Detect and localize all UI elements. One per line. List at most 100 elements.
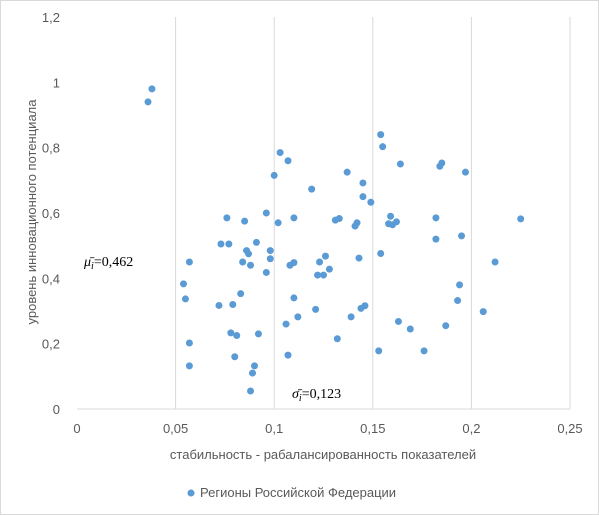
data-point [215,301,223,309]
data-point [316,258,324,266]
data-point [237,290,245,298]
data-point [276,149,284,157]
y-tick-label: 0 [53,402,60,417]
data-point [320,271,327,279]
data-point [361,302,369,310]
data-point [241,217,249,225]
data-point [217,240,225,248]
std-annotation: σ̄i=0,123 [292,387,341,404]
data-point [308,185,316,193]
data-point [282,320,290,328]
data-point [294,313,302,321]
data-point [442,322,450,330]
x-tick-label: 0,25 [557,421,582,436]
x-tick-label: 0,1 [265,421,283,436]
data-point [284,351,292,359]
data-point [247,387,255,395]
x-axis-title: стабильность - рабалансированность показ… [170,447,476,462]
data-point [517,215,525,223]
y-tick-label: 0,8 [42,141,60,156]
y-tick-label: 1,2 [42,10,60,25]
data-point [227,329,235,337]
data-point [249,369,257,377]
data-point [394,317,402,325]
data-point [223,214,231,222]
data-point [239,258,247,266]
x-tick-label: 0,05 [163,421,188,436]
data-point [179,280,187,288]
y-tick-label: 0,4 [42,271,60,286]
data-point [343,168,351,176]
data-point [454,297,462,305]
data-point [355,254,363,262]
data-point [225,240,233,248]
mean-annotation: μ̄i=0,462 [83,255,133,272]
data-point [252,238,260,246]
data-point [491,258,499,266]
data-point [233,332,241,339]
data-point [377,131,385,139]
data-point [250,362,258,370]
data-point [438,159,446,167]
x-tick-labels: 0 0,05 0,1 0,15 0,2 0,25 [73,421,582,436]
data-point [367,198,375,206]
data-point [312,305,320,313]
data-point [359,179,367,187]
data-point [396,160,404,168]
data-point [379,143,387,151]
data-point [266,247,274,255]
data-point [375,347,383,355]
data-point [270,171,278,179]
data-point [321,252,329,260]
data-point [185,258,193,266]
data-point [262,209,270,217]
data-point [274,219,282,227]
data-point [185,362,193,370]
data-point [314,271,322,279]
data-point [456,281,464,289]
y-tick-label: 0,2 [42,337,60,352]
data-point [359,193,367,201]
data-point [290,259,298,267]
x-tick-label: 0,15 [360,421,385,436]
x-tick-label: 0 [73,421,80,436]
data-point [432,214,440,222]
y-tick-labels: 0 0,2 0,4 0,6 0,8 1 1,2 [42,10,60,417]
data-points [144,85,525,395]
data-point [432,235,440,243]
x-tick-label: 0,2 [462,421,480,436]
data-point [245,250,253,258]
legend-label: Регионы Российской Федерации [200,485,396,500]
data-point [420,347,428,355]
data-point [347,313,355,321]
data-point [148,85,156,93]
y-tick-label: 1 [53,75,60,90]
data-point [247,261,255,269]
data-point [377,250,385,258]
data-point [284,157,292,165]
data-point [266,255,274,263]
data-point [335,215,343,223]
data-point [262,268,270,276]
data-point [290,294,298,302]
y-tick-label: 0,6 [42,206,60,221]
legend-marker [187,489,195,497]
data-point [185,339,193,347]
data-point [353,219,361,227]
data-point [144,98,152,106]
legend: Регионы Российской Федерации [187,485,396,500]
data-point [231,353,239,361]
data-point [254,330,262,338]
vertical-gridlines [175,17,571,409]
data-point [333,335,341,343]
data-point [392,218,400,226]
y-axis-title: уровень инновационного потенциала [24,99,39,325]
data-point [458,232,466,240]
data-point [461,168,469,176]
data-point [181,295,189,303]
data-point [387,212,395,220]
data-point [290,214,298,222]
data-point [229,300,237,308]
